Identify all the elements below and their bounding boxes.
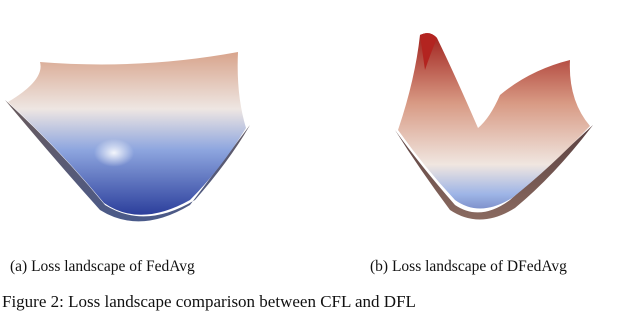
- surface-dfedavg: [398, 33, 590, 209]
- panel-label: (a) Loss landscape of FedAvg: [10, 258, 195, 275]
- figure-art: [5, 33, 593, 222]
- peak: [420, 33, 437, 70]
- surface-rim: [395, 125, 593, 220]
- highlight: [78, 122, 158, 178]
- figure-caption: Figure 2: Loss landscape comparison betw…: [2, 292, 416, 311]
- panel-label: (b) Loss landscape of DFedAvg: [370, 258, 567, 275]
- page: {"figure": {"panels": [{"label": "(a) Lo…: [2, 33, 593, 311]
